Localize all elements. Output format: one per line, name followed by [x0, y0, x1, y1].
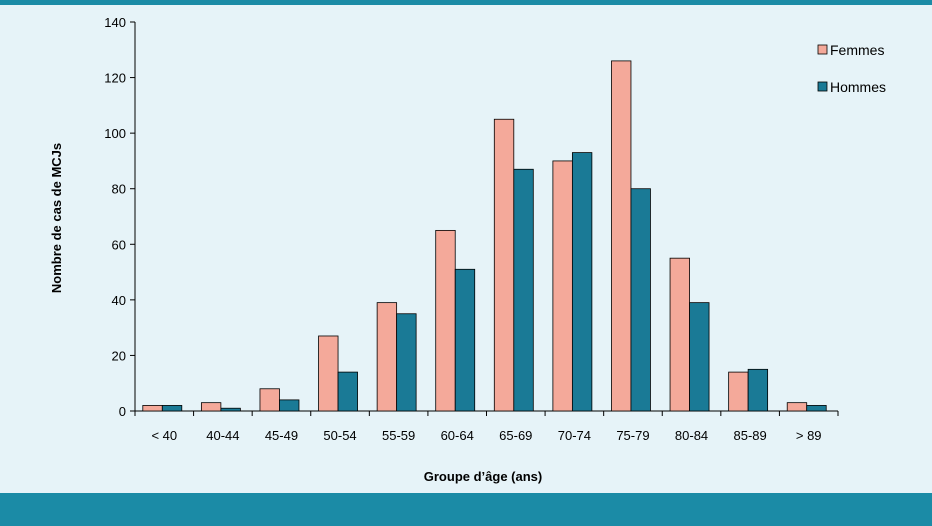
bar-hommes-7	[571, 152, 593, 412]
bar-femmes-3	[318, 335, 339, 412]
bar-femmes-0	[142, 405, 163, 412]
bar-hommes-1	[220, 407, 241, 412]
bar-femmes-9	[669, 257, 690, 412]
bar-femmes-1	[200, 402, 222, 412]
bar-hommes-0	[161, 405, 183, 412]
bar-femmes-7	[552, 160, 573, 412]
bar-hommes-2	[279, 399, 300, 412]
y-tick-label: 80	[112, 182, 126, 197]
bars	[142, 60, 827, 412]
x-tick-label: 45-49	[265, 428, 298, 443]
bar-hommes-3	[337, 371, 358, 412]
bar-femmes-5	[435, 229, 456, 412]
bar-hommes-9	[689, 302, 710, 412]
x-tick-label: > 89	[796, 428, 822, 443]
y-axis-title: Nombre de cas de MCJs	[49, 143, 64, 293]
bar-femmes-4	[376, 302, 398, 412]
x-tick-label: 70-74	[558, 428, 591, 443]
bar-hommes-10	[747, 368, 769, 412]
bar-femmes-10	[728, 371, 749, 412]
y-tick-label: 20	[112, 348, 126, 363]
y-tick-label: 120	[104, 71, 126, 86]
x-tick-label: 80-84	[675, 428, 708, 443]
y-tick-label: 100	[104, 126, 126, 141]
bottom-band	[0, 493, 932, 526]
legend-swatch-femmes	[817, 44, 828, 55]
bar-chart: 0 20 40 60 80 100 120 140 < 40 40-44 45-49 50-54 55…	[49, 15, 886, 484]
x-tick-label: 85-89	[734, 428, 767, 443]
bar-femmes-6	[493, 118, 515, 412]
y-axis: 0 20 40 60 80 100 120 140	[104, 15, 136, 419]
bar-femmes-11	[786, 402, 808, 412]
legend-label-femmes: Femmes	[830, 42, 884, 58]
x-tick-label: 65-69	[499, 428, 532, 443]
legend: Femmes Hommes	[817, 42, 886, 95]
y-tick-label: 60	[112, 237, 126, 252]
bar-femmes-8	[611, 60, 632, 412]
bar-hommes-4	[396, 313, 417, 412]
bar-femmes-2	[259, 388, 280, 412]
x-tick-label: < 40	[151, 428, 177, 443]
legend-swatch-hommes	[817, 81, 828, 92]
y-tick-label: 40	[112, 293, 126, 308]
x-tick-label: 40-44	[206, 428, 239, 443]
bar-hommes-8	[630, 188, 651, 412]
bar-hommes-11	[806, 405, 827, 412]
bar-hommes-5	[454, 268, 476, 412]
x-axis: < 40 40-44 45-49 50-54 55-59 60-64 65-69 70-74 7…	[134, 410, 839, 443]
y-tick-label: 0	[119, 404, 126, 419]
x-tick-label: 50-54	[323, 428, 356, 443]
legend-label-hommes: Hommes	[830, 79, 886, 95]
y-tick-label: 140	[104, 15, 126, 30]
top-rule	[0, 0, 932, 5]
x-tick-label: 75-79	[616, 428, 649, 443]
x-tick-label: 60-64	[441, 428, 474, 443]
x-axis-title: Groupe d’âge (ans)	[424, 469, 542, 484]
bar-hommes-6	[513, 168, 534, 412]
x-tick-label: 55-59	[382, 428, 415, 443]
